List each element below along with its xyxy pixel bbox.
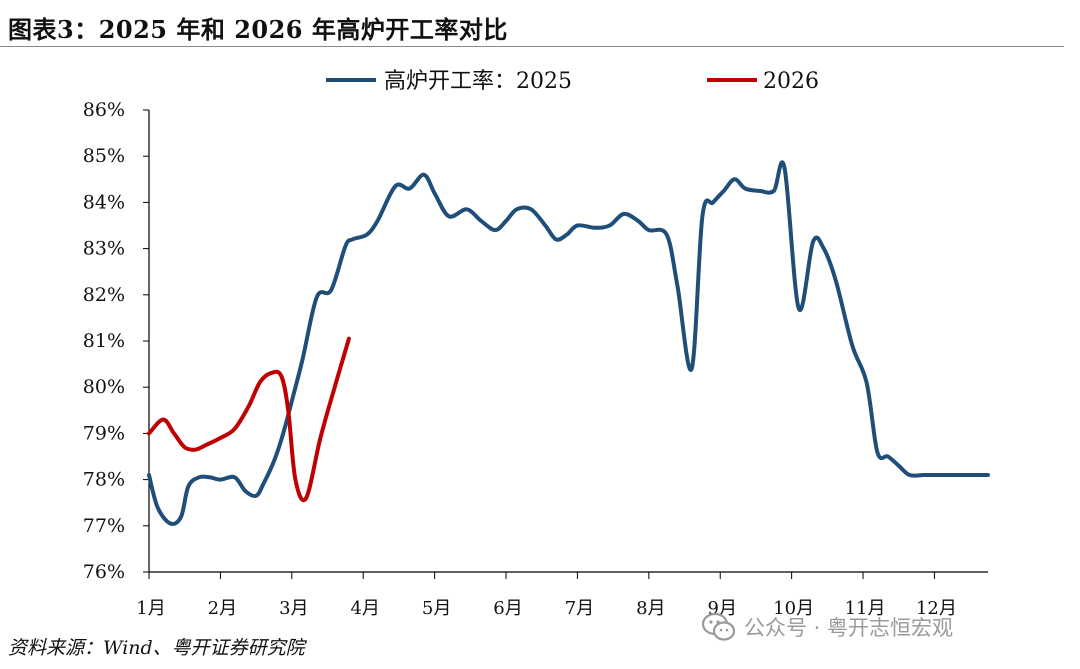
x-tick-label: 2月 xyxy=(208,598,237,619)
legend-label: 高炉开工率：2025 xyxy=(384,69,572,94)
y-tick-label: 81% xyxy=(83,330,125,352)
x-tick-label: 12月 xyxy=(916,598,957,619)
y-tick-label: 85% xyxy=(83,145,125,167)
title-divider xyxy=(0,46,1064,47)
series-line-2025 xyxy=(147,160,990,526)
y-tick-label: 79% xyxy=(83,422,125,444)
chart-title: 图表3：2025 年和 2026 年高炉开工率对比 xyxy=(8,15,508,44)
y-tick-label: 78% xyxy=(83,469,125,491)
y-tick-label: 82% xyxy=(83,284,125,306)
y-tick-label: 76% xyxy=(83,561,125,583)
x-tick-label: 3月 xyxy=(279,598,308,619)
x-tick-label: 1月 xyxy=(136,598,165,619)
x-tick-label: 8月 xyxy=(636,598,665,619)
legend-label: 2026 xyxy=(763,69,819,94)
series-line-2026 xyxy=(147,336,351,503)
y-tick-label: 80% xyxy=(83,376,125,398)
watermark-text: 公众号 · 粤开志恒宏观 xyxy=(744,616,954,640)
y-tick-label: 84% xyxy=(83,191,125,213)
x-tick-label: 10月 xyxy=(773,598,814,619)
y-tick-label: 77% xyxy=(83,515,125,537)
y-tick-label: 83% xyxy=(83,238,125,260)
x-tick-label: 6月 xyxy=(493,598,522,619)
x-tick-label: 5月 xyxy=(422,598,451,619)
y-tick-label: 86% xyxy=(83,99,125,121)
x-tick-label: 7月 xyxy=(565,598,594,619)
wechat-icon xyxy=(702,612,736,641)
x-tick-label: 11月 xyxy=(845,598,886,619)
line-chart: 76% 77% 78% 79% 80% 81% 82% 83% 84% 85% 86% 1月 2月 3月 4… xyxy=(83,69,990,619)
source-note: 资料来源：Wind、粤开证券研究院 xyxy=(8,637,305,659)
x-tick-label: 4月 xyxy=(350,598,379,619)
watermark: 公众号 · 粤开志恒宏观 xyxy=(702,612,953,642)
